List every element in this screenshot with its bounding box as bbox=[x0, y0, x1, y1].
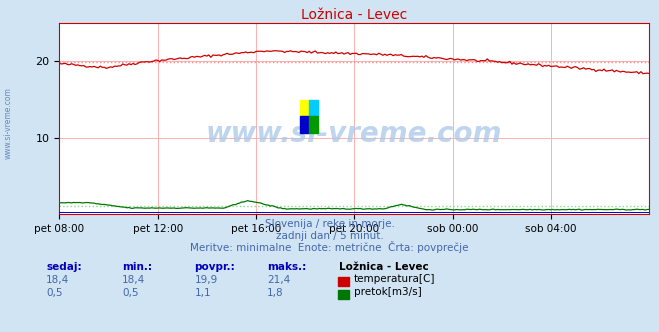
Text: 18,4: 18,4 bbox=[46, 275, 69, 285]
Text: maks.:: maks.: bbox=[267, 262, 306, 272]
Text: pretok[m3/s]: pretok[m3/s] bbox=[354, 288, 422, 297]
Text: povpr.:: povpr.: bbox=[194, 262, 235, 272]
Text: Slovenija / reke in morje.: Slovenija / reke in morje. bbox=[264, 219, 395, 229]
Text: zadnji dan / 5 minut.: zadnji dan / 5 minut. bbox=[275, 231, 384, 241]
Text: sedaj:: sedaj: bbox=[46, 262, 82, 272]
Text: 19,9: 19,9 bbox=[194, 275, 217, 285]
Text: 21,4: 21,4 bbox=[267, 275, 290, 285]
Text: 0,5: 0,5 bbox=[122, 288, 138, 298]
Text: 0,5: 0,5 bbox=[46, 288, 63, 298]
Text: min.:: min.: bbox=[122, 262, 152, 272]
Text: www.si-vreme.com: www.si-vreme.com bbox=[4, 87, 13, 159]
Text: 1,8: 1,8 bbox=[267, 288, 283, 298]
Text: Meritve: minimalne  Enote: metrične  Črta: povprečje: Meritve: minimalne Enote: metrične Črta:… bbox=[190, 241, 469, 253]
Text: www.si-vreme.com: www.si-vreme.com bbox=[206, 120, 502, 148]
Text: 1,1: 1,1 bbox=[194, 288, 211, 298]
Text: Ložnica - Levec: Ložnica - Levec bbox=[339, 262, 429, 272]
Text: 18,4: 18,4 bbox=[122, 275, 145, 285]
Title: Ložnica - Levec: Ložnica - Levec bbox=[301, 8, 407, 22]
Text: temperatura[C]: temperatura[C] bbox=[354, 274, 436, 284]
